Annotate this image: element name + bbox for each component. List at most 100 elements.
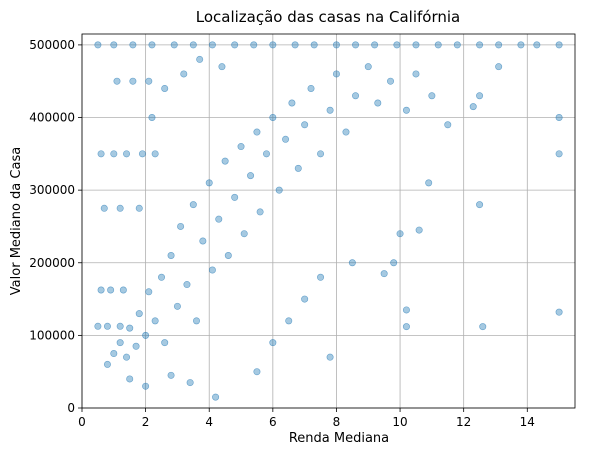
plot-frame <box>81 33 576 409</box>
data-point <box>364 63 372 71</box>
data-point <box>97 150 105 158</box>
data-point <box>495 63 503 71</box>
data-point <box>161 339 169 347</box>
data-point <box>402 306 410 314</box>
data-point <box>444 121 452 129</box>
data-point <box>145 288 153 296</box>
data-point <box>301 121 309 129</box>
data-point <box>215 215 223 223</box>
data-point <box>253 128 261 136</box>
data-point <box>402 323 410 331</box>
data-point <box>97 286 105 294</box>
data-point <box>103 360 111 368</box>
x-tick-label: 6 <box>269 415 277 429</box>
data-point <box>555 114 563 122</box>
y-tick-label: 500000 <box>29 38 75 52</box>
points-layer <box>94 41 563 401</box>
data-point <box>555 150 563 158</box>
data-point <box>247 172 255 180</box>
data-point <box>301 295 309 303</box>
data-point <box>208 41 216 49</box>
data-point <box>183 281 191 289</box>
data-point <box>390 259 398 267</box>
data-point <box>396 230 404 238</box>
data-point <box>186 379 194 387</box>
data-point <box>256 208 264 216</box>
data-point <box>352 92 360 100</box>
data-point <box>476 41 484 49</box>
chart-title: Localização das casas na Califórnia <box>196 8 461 26</box>
data-point <box>332 41 340 49</box>
x-tick-label: 12 <box>456 415 471 429</box>
data-point <box>269 114 277 122</box>
data-point <box>151 317 159 325</box>
y-axis-label: Valor Mediano da Casa <box>9 147 24 295</box>
data-point <box>380 270 388 278</box>
data-point <box>193 317 201 325</box>
data-point <box>129 77 137 85</box>
data-point <box>237 143 245 151</box>
data-point <box>224 252 232 260</box>
data-point <box>371 41 379 49</box>
x-tick-label: 2 <box>142 415 150 429</box>
data-point <box>555 308 563 316</box>
data-point <box>517 41 525 49</box>
data-point <box>326 353 334 361</box>
data-point <box>94 41 102 49</box>
data-point <box>138 150 146 158</box>
data-point <box>374 99 382 107</box>
data-point <box>412 70 420 78</box>
data-point <box>119 286 127 294</box>
data-point <box>199 237 207 245</box>
data-point <box>307 84 315 92</box>
data-point <box>476 201 484 209</box>
data-point <box>116 339 124 347</box>
x-tick-label: 14 <box>520 415 535 429</box>
grid <box>81 34 575 409</box>
y-tick-label: 100000 <box>29 328 75 342</box>
data-point <box>107 286 115 294</box>
data-point <box>135 310 143 318</box>
data-point <box>231 193 239 201</box>
y-tick-label: 300000 <box>29 183 75 197</box>
data-point <box>285 317 293 325</box>
data-point <box>310 41 318 49</box>
data-point <box>533 41 541 49</box>
data-point <box>291 41 299 49</box>
data-point <box>275 186 283 194</box>
data-point <box>231 41 239 49</box>
data-point <box>196 55 204 63</box>
data-point <box>288 99 296 107</box>
data-point <box>161 84 169 92</box>
data-point <box>387 77 395 85</box>
data-point <box>240 230 248 238</box>
data-point <box>205 179 213 187</box>
data-point <box>332 70 340 78</box>
x-tick-label: 0 <box>78 415 86 429</box>
data-point <box>113 77 121 85</box>
data-point <box>342 128 350 136</box>
data-point <box>110 350 118 358</box>
data-point <box>479 323 487 331</box>
data-point <box>132 342 140 350</box>
x-tick-label: 8 <box>333 415 341 429</box>
data-point <box>208 266 216 274</box>
data-point <box>123 150 131 158</box>
data-point <box>476 92 484 100</box>
data-point <box>262 150 270 158</box>
data-point <box>103 322 111 330</box>
data-point <box>116 322 124 330</box>
data-point <box>126 375 134 383</box>
data-point <box>415 226 423 234</box>
data-point <box>116 204 124 212</box>
data-point <box>412 41 420 49</box>
data-point <box>428 92 436 100</box>
data-point <box>151 150 159 158</box>
data-point <box>250 41 258 49</box>
data-point <box>317 150 325 158</box>
data-point <box>173 302 181 310</box>
data-point <box>221 157 229 165</box>
data-point <box>294 164 302 172</box>
data-point <box>212 393 220 401</box>
